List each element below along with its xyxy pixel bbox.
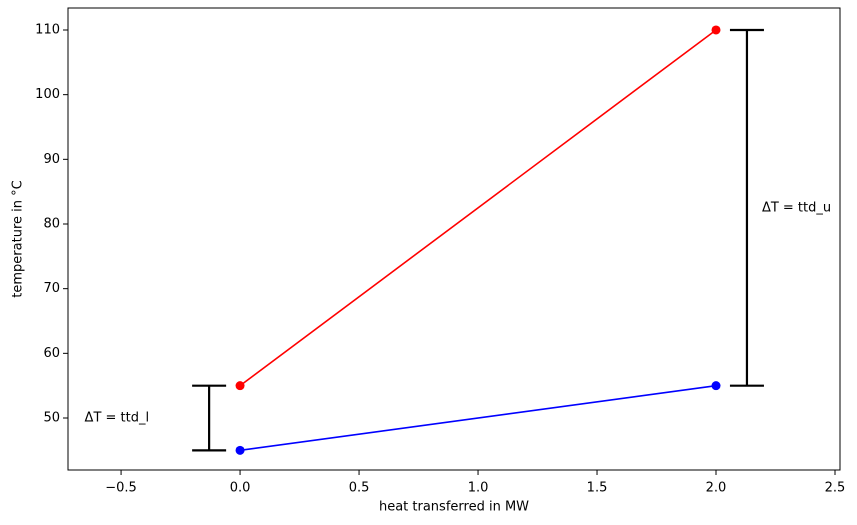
y-tick-label: 90: [43, 152, 60, 167]
x-tick-label: −0.5: [105, 481, 137, 496]
x-tick-label: 1.0: [468, 481, 489, 496]
x-tick-label: 1.5: [587, 481, 608, 496]
y-tick-label: 100: [35, 87, 60, 102]
x-tick-label: 0.5: [349, 481, 370, 496]
y-tick-label: 50: [43, 411, 60, 426]
x-tick-label: 2.0: [706, 481, 727, 496]
point: [711, 25, 721, 35]
point: [711, 381, 721, 391]
series-line: [239, 384, 717, 452]
x-axis-label: heat transferred in MW: [379, 500, 529, 515]
point: [235, 445, 245, 455]
series-line: [239, 29, 717, 387]
y-tick-label: 70: [43, 281, 60, 296]
annotation-label: ΔT = ttd_l: [85, 411, 150, 426]
y-tick-label: 60: [43, 346, 60, 361]
x-tick-label: 2.5: [825, 481, 846, 496]
y-tick-label: 110: [35, 22, 60, 37]
x-tick-label: 0.0: [230, 481, 251, 496]
annotation-label: ΔT = ttd_u: [762, 200, 831, 215]
y-axis-label: temperature in °C: [11, 180, 26, 297]
y-tick-label: 80: [43, 216, 60, 231]
plot-frame: [67, 7, 841, 471]
point: [235, 381, 245, 391]
